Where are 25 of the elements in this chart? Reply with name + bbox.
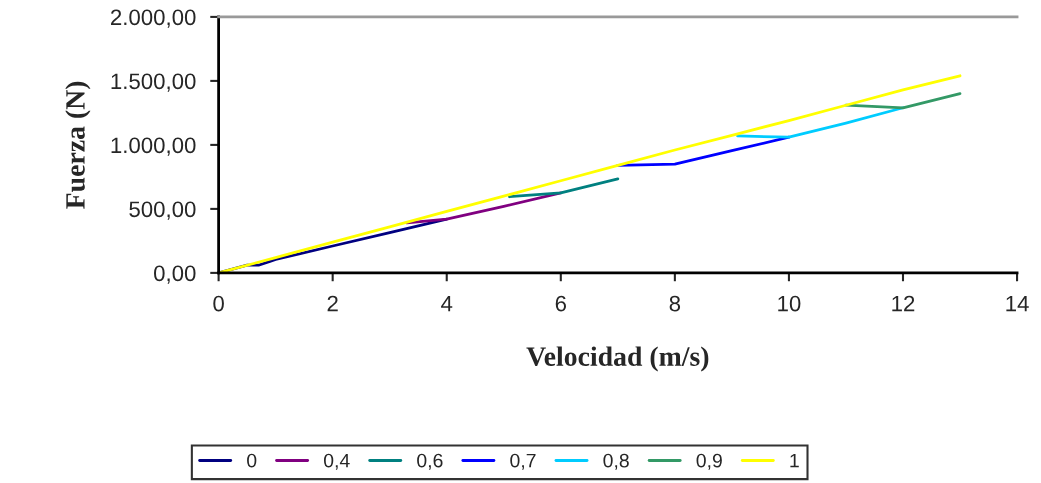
- x-tick-label: 14: [1006, 295, 1029, 312]
- x-tick-label: 2: [327, 295, 338, 312]
- y-tick-label: 1.000,00: [111, 137, 196, 156]
- y-tick-label: 0,00: [154, 265, 196, 284]
- legend-label: 0,7: [510, 453, 536, 470]
- x-tick-label: 0: [213, 295, 224, 312]
- x-tick-label: 8: [669, 295, 681, 312]
- legend-label: 0,4: [323, 453, 350, 470]
- x-axis-title: Velocidad (m/s): [526, 346, 709, 372]
- legend-label: 0: [247, 453, 257, 468]
- y-tick-label: 1.500,00: [111, 73, 196, 92]
- legend-label: 0,6: [417, 453, 443, 470]
- y-tick-label: 2.000,00: [111, 9, 196, 28]
- x-tick-label: 12: [892, 295, 915, 312]
- x-tick-label: 10: [778, 295, 801, 312]
- line-series: [218, 74, 962, 273]
- y-axis-title: Fuerza (N): [65, 81, 91, 209]
- x-tick-label: 6: [555, 295, 566, 312]
- legend-label: 0,8: [603, 453, 629, 470]
- y-tick-label: 500,00: [129, 201, 196, 220]
- line-series: [405, 191, 563, 225]
- legend-label: 1: [790, 453, 799, 468]
- line-series: [736, 106, 905, 139]
- x-tick-label: 4: [441, 295, 453, 312]
- legend-label: 0,9: [696, 453, 722, 470]
